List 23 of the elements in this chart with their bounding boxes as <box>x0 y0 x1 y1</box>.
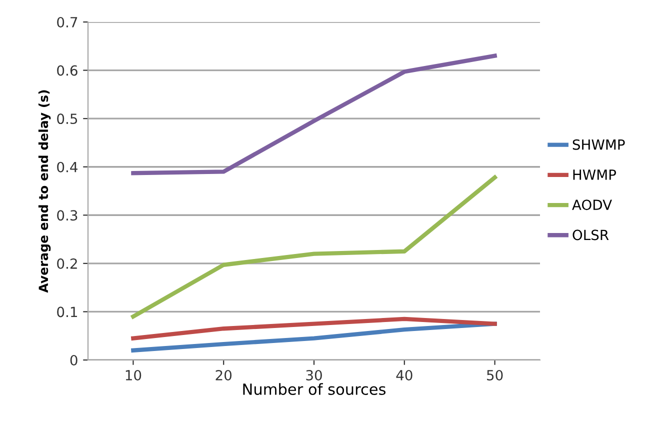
y-tick-label: 0.5 <box>57 114 78 124</box>
line-series <box>131 54 497 176</box>
legend-label: OLSR <box>572 230 609 240</box>
y-axis-title: Average end to end delay (s) <box>38 90 51 293</box>
x-tick-label: 10 <box>126 370 142 380</box>
x-axis-title: Number of sources <box>243 383 386 395</box>
y-tick-label: 0.1 <box>57 306 77 318</box>
legend-label: SHWMP <box>572 139 625 150</box>
x-tick-label: 40 <box>396 370 412 380</box>
y-tick-label: 0.7 <box>57 16 78 28</box>
x-tick-label: 50 <box>487 370 503 380</box>
line-series <box>131 175 497 319</box>
legend-label: HWMP <box>573 170 616 180</box>
y-tick-label: 0.3 <box>57 210 78 221</box>
x-tick-label: 30 <box>306 370 322 380</box>
line-series <box>131 316 497 340</box>
x-tick-label: 20 <box>216 370 232 380</box>
legend-label: AODV <box>572 200 612 210</box>
y-tick-label: 0.6 <box>57 65 78 76</box>
y-tick-label: 0 <box>70 354 78 366</box>
y-tick-label: 0.2 <box>57 258 77 269</box>
line-series <box>131 322 497 352</box>
y-tick-label: 0.4 <box>57 162 78 172</box>
